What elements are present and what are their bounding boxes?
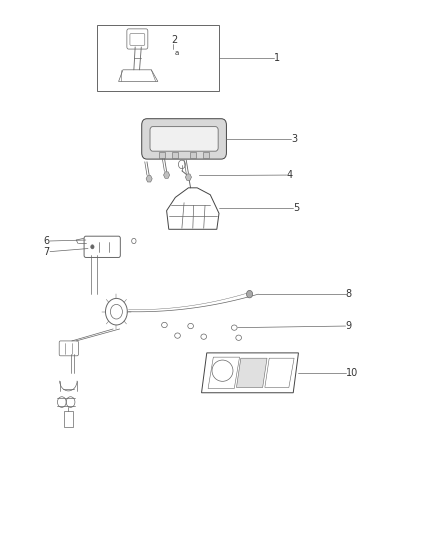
FancyBboxPatch shape — [150, 127, 218, 151]
Bar — [64, 411, 73, 427]
Polygon shape — [237, 358, 267, 387]
Bar — [172, 152, 178, 158]
Bar — [190, 152, 196, 158]
Bar — [203, 152, 209, 158]
FancyBboxPatch shape — [142, 119, 226, 159]
Bar — [159, 152, 165, 158]
Text: 2: 2 — [171, 35, 177, 44]
Bar — [97, 25, 219, 91]
Text: 9: 9 — [346, 321, 352, 331]
Polygon shape — [185, 174, 191, 180]
Polygon shape — [163, 172, 170, 178]
Text: 10: 10 — [346, 368, 358, 378]
Text: 6: 6 — [43, 236, 49, 246]
Circle shape — [247, 290, 253, 298]
Text: 7: 7 — [43, 247, 50, 256]
Text: a: a — [174, 50, 179, 56]
Text: 3: 3 — [291, 134, 297, 144]
Circle shape — [91, 245, 94, 249]
Text: 1: 1 — [274, 53, 280, 63]
Text: 4: 4 — [287, 170, 293, 180]
Text: 8: 8 — [346, 289, 352, 299]
Text: 5: 5 — [293, 203, 300, 213]
Polygon shape — [146, 175, 152, 182]
